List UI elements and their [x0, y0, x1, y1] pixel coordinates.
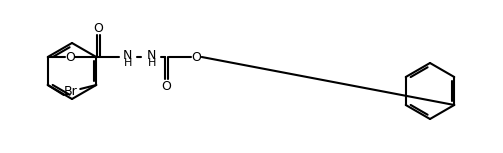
Text: N: N: [147, 49, 156, 62]
Text: H: H: [124, 58, 132, 68]
Text: O: O: [191, 50, 201, 63]
Text: O: O: [161, 80, 171, 93]
Text: O: O: [65, 50, 74, 63]
Text: Br: Br: [63, 84, 77, 97]
Text: N: N: [123, 49, 132, 62]
Text: H: H: [147, 58, 156, 68]
Text: O: O: [94, 22, 103, 34]
